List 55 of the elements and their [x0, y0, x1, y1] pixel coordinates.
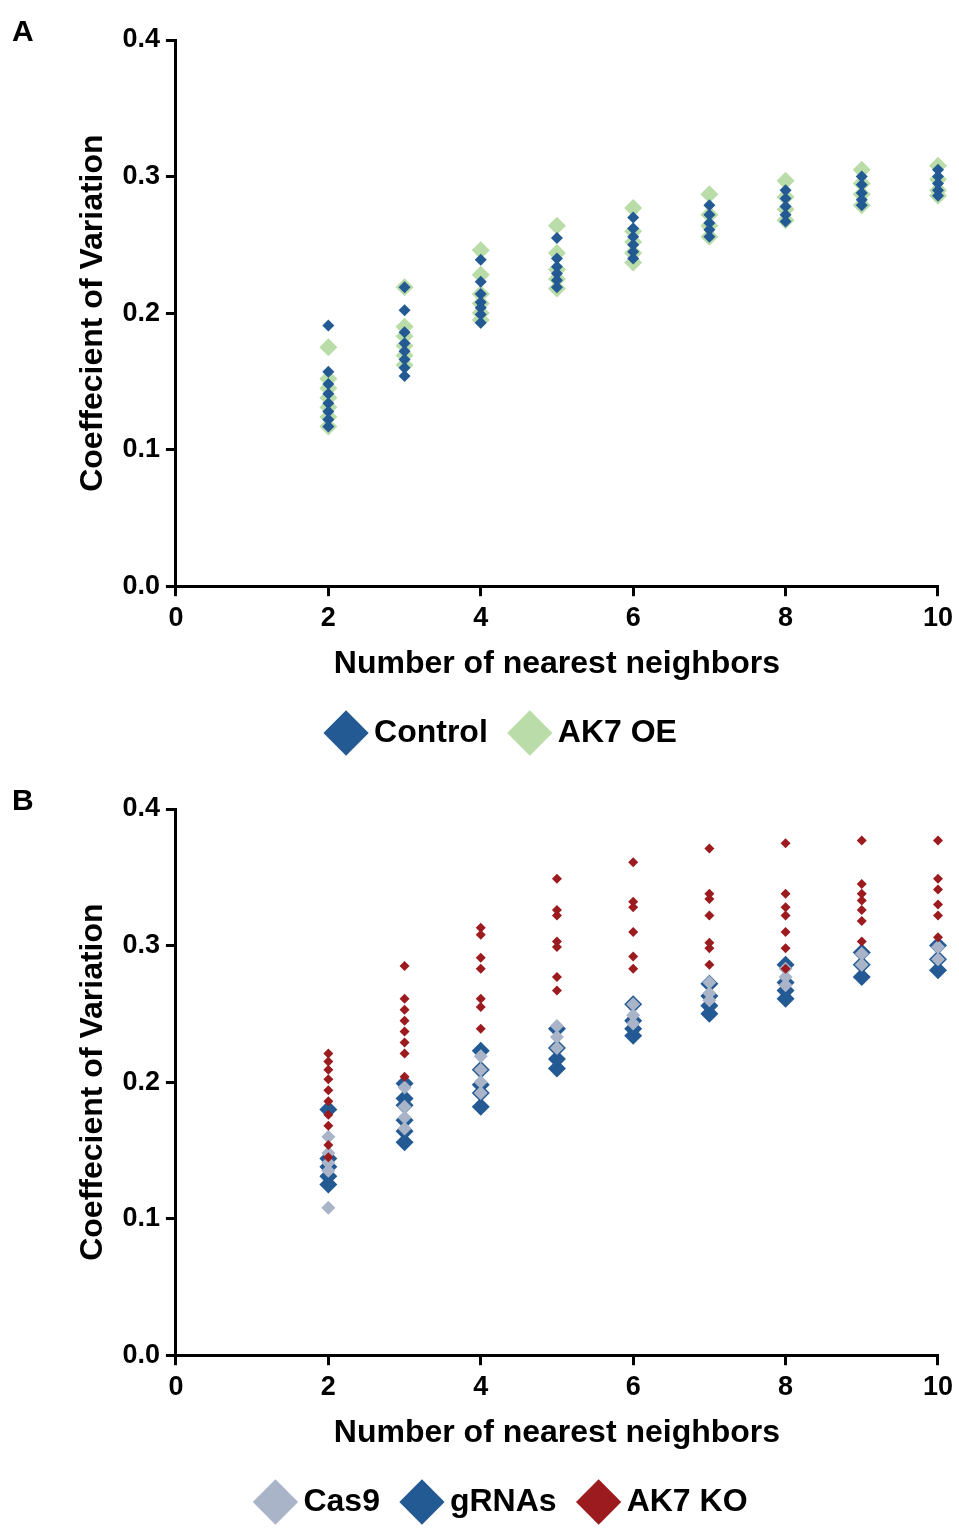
legend-label: AK7 KO	[626, 1481, 748, 1518]
x-tick-label: 6	[625, 601, 641, 632]
point	[319, 338, 338, 357]
point	[398, 326, 411, 339]
point	[322, 319, 335, 332]
point	[397, 1110, 412, 1125]
text: B	[12, 783, 34, 817]
text: A	[12, 14, 34, 48]
legend-label: AK7 OE	[557, 712, 677, 749]
point	[397, 1080, 412, 1095]
y-tick-label: 0.3	[122, 929, 160, 959]
point	[471, 1097, 490, 1116]
point	[473, 1075, 488, 1090]
y-tick-label: 0.4	[122, 23, 160, 54]
point	[398, 304, 411, 317]
point	[321, 1129, 336, 1144]
point	[322, 365, 335, 378]
x-tick-label: 4	[473, 601, 489, 632]
y-tick-label: 0.0	[122, 1338, 160, 1369]
point	[473, 1049, 488, 1064]
x-tick-label: 2	[320, 1370, 336, 1401]
y-tick-label: 0.4	[122, 792, 160, 823]
x-axis-title: Number of nearest neighbors	[333, 643, 781, 680]
legend-label: Cas9	[303, 1481, 380, 1518]
point	[474, 253, 487, 266]
x-tick-label: 0	[168, 601, 184, 632]
point	[550, 232, 563, 244]
point	[624, 198, 643, 217]
legend-label: gRNAs	[449, 1481, 557, 1518]
point	[549, 1030, 564, 1045]
x-tick-label: 10	[922, 601, 954, 632]
y-tick-label: 0.1	[122, 433, 160, 464]
x-tick-label: 8	[778, 601, 794, 632]
y-tick-label: 0.1	[122, 1202, 160, 1233]
y-tick-label: 0.2	[122, 296, 160, 327]
point	[474, 275, 487, 288]
x-tick-label: 6	[625, 1370, 641, 1401]
x-tick-label: 10	[922, 1370, 954, 1401]
point	[627, 211, 640, 224]
x-tick-label: 4	[473, 1370, 489, 1401]
y-tick-label: 0.0	[122, 569, 160, 600]
point	[700, 185, 719, 204]
y-axis-title: Coeffecient of Variation	[73, 903, 110, 1261]
y-tick-label: 0.3	[122, 160, 160, 190]
x-axis-title: Number of nearest neighbors	[333, 1412, 781, 1449]
point	[549, 1019, 564, 1034]
y-axis-title: Coeffecient of Variation	[73, 134, 110, 492]
x-tick-label: 2	[320, 601, 336, 632]
x-tick-label: 0	[168, 1370, 184, 1401]
legend-label: Control	[374, 712, 488, 749]
y-tick-label: 0.2	[122, 1065, 160, 1096]
point	[397, 1121, 412, 1136]
x-tick-label: 8	[778, 1370, 794, 1401]
point	[547, 216, 566, 235]
point	[321, 1200, 336, 1215]
